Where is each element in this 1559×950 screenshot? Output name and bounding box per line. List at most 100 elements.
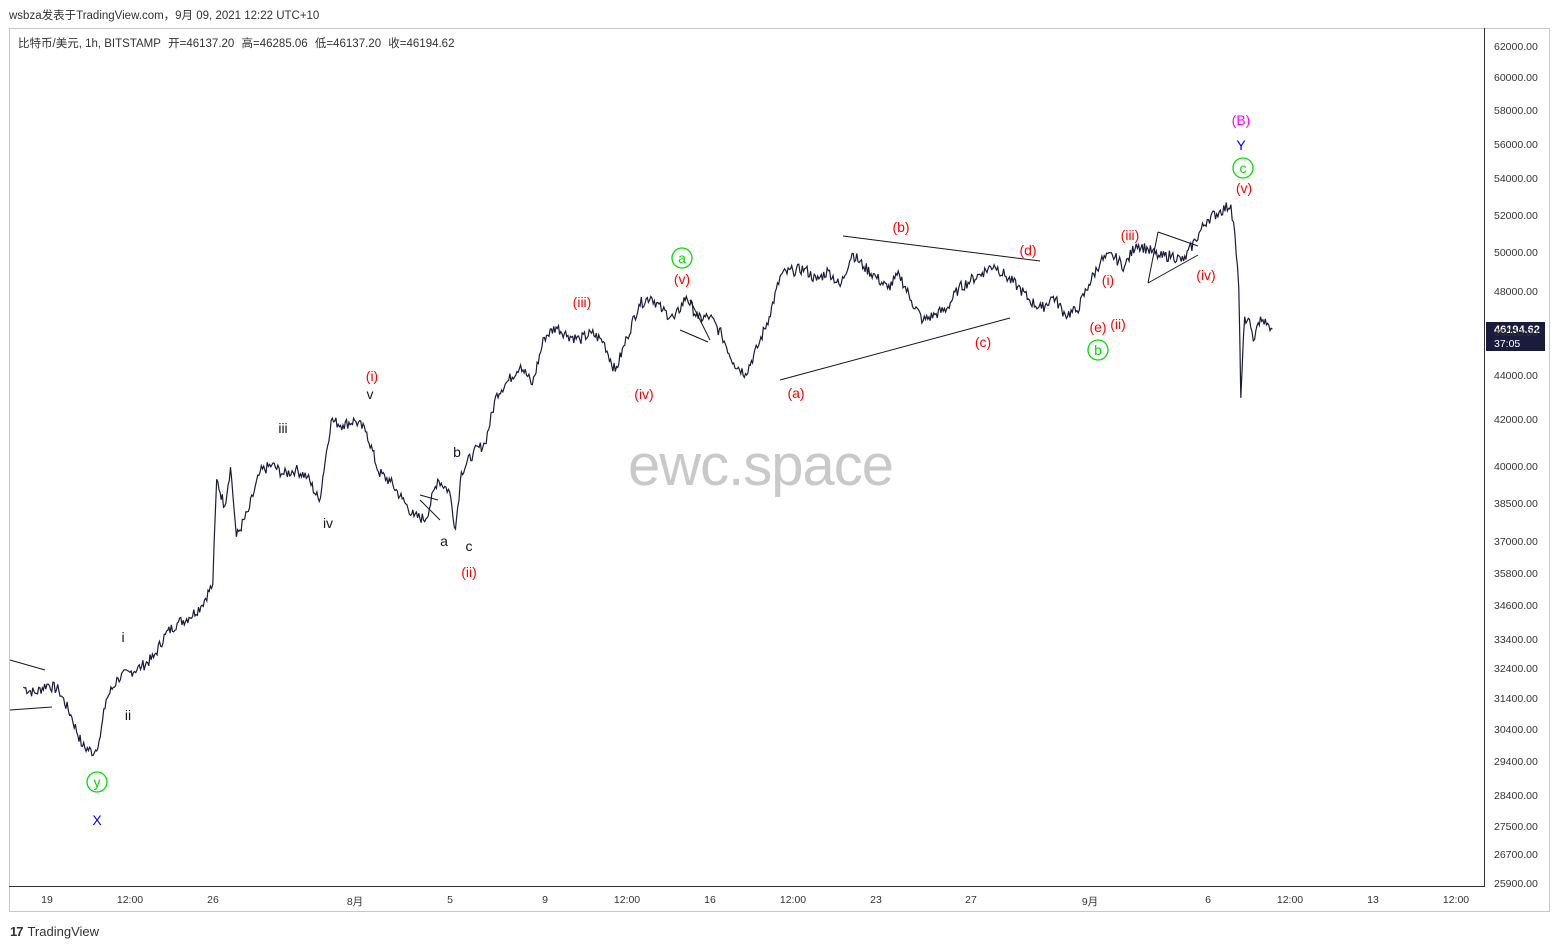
wave-label[interactable]: X [92, 812, 102, 828]
wave-label[interactable]: (ii) [461, 564, 477, 580]
wave-label[interactable]: y [94, 774, 101, 790]
wave-circle [86, 771, 108, 793]
chart-frame [9, 28, 1550, 912]
wave-label[interactable]: (B) [1232, 112, 1251, 128]
wave-circle [1232, 157, 1254, 179]
tradingview-icon: 17 [10, 924, 24, 939]
price-tick: 58000.00 [1494, 104, 1538, 117]
price-tick: 25900.00 [1494, 878, 1538, 890]
trend-line[interactable] [1147, 231, 1159, 284]
wave-label[interactable]: ii [125, 707, 131, 723]
time-tick: 12:00 [1276, 894, 1304, 906]
price-tick: 30400.00 [1494, 724, 1538, 737]
price-tick: 34600.00 [1494, 600, 1538, 613]
price-tick: 56000.00 [1494, 138, 1538, 151]
wave-label[interactable]: (d) [1019, 242, 1036, 258]
wave-label[interactable]: iv [323, 515, 333, 531]
trend-line[interactable] [9, 706, 53, 711]
price-tick: 32400.00 [1494, 663, 1538, 676]
wave-label[interactable]: (iv) [634, 386, 653, 402]
price-tick: 33400.00 [1494, 634, 1538, 647]
time-tick: 8月 [346, 896, 364, 908]
wave-label[interactable]: (iii) [573, 294, 592, 310]
wave-label[interactable]: b [1094, 342, 1102, 358]
time-tick: 26 [207, 894, 219, 906]
wave-label[interactable]: Y [1236, 137, 1246, 153]
ohlc-high: 高=46285.06 [241, 38, 308, 50]
price-tick: 29400.00 [1494, 756, 1538, 769]
price-tick: 50000.00 [1494, 247, 1538, 260]
wave-label[interactable]: (e) [1089, 319, 1106, 335]
watermark: ewc.space [628, 433, 894, 498]
trend-line[interactable] [1147, 254, 1199, 284]
trend-line[interactable] [419, 494, 439, 501]
ohlc-open: 开=46137.20 [168, 38, 235, 50]
symbol-legend: 比特币/美元, 1h, BITSTAMP 开=46137.20 高=46285.… [18, 35, 458, 51]
price-tick: 52000.00 [1494, 209, 1538, 222]
last-price-badge: 46194.62 37:05 [1486, 322, 1545, 351]
wave-label[interactable]: (iii) [1121, 227, 1140, 243]
wave-circle [1087, 339, 1109, 361]
time-tick: 5 [447, 894, 453, 906]
time-tick: 16 [704, 894, 716, 906]
price-tick: 38500.00 [1494, 497, 1538, 510]
wave-label[interactable]: v [367, 386, 374, 402]
publish-header: wsbza发表于TradingView.com，9月 09, 2021 12:2… [9, 10, 320, 22]
time-tick: 13 [1367, 894, 1379, 906]
trend-line[interactable] [679, 329, 709, 343]
price-tick: 40000.00 [1494, 461, 1538, 474]
wave-label[interactable]: c [466, 538, 473, 554]
tradingview-brand: TradingView [27, 924, 100, 939]
time-axis[interactable] [9, 886, 1485, 887]
time-tick: 6 [1205, 894, 1211, 906]
time-tick: 9月 [1081, 896, 1099, 908]
wave-label[interactable]: (v) [674, 271, 690, 287]
symbol-name[interactable]: 比特币/美元, 1h, BITSTAMP [18, 38, 161, 50]
wave-label[interactable]: c [1240, 160, 1247, 176]
time-tick: 19 [41, 894, 53, 906]
price-tick: 48000.00 [1494, 286, 1538, 299]
ohlc-close: 收=46194.62 [388, 38, 455, 50]
wave-label[interactable]: (a) [787, 385, 804, 401]
time-tick: 23 [870, 894, 882, 906]
wave-label[interactable]: a [440, 533, 448, 549]
trend-line[interactable] [842, 235, 1041, 262]
price-tick: 35800.00 [1494, 567, 1538, 580]
bar-countdown: 37:05 [1494, 338, 1521, 350]
wave-circle [671, 247, 693, 269]
tradingview-logo[interactable]: 17 TradingView [10, 924, 99, 939]
time-tick: 12:00 [613, 894, 641, 906]
time-tick: 12:00 [1442, 894, 1470, 906]
wave-label[interactable]: (iv) [1196, 267, 1215, 283]
trend-line[interactable] [1157, 231, 1199, 247]
wave-label[interactable]: (i) [366, 368, 378, 384]
price-line [22, 202, 1273, 757]
wave-label[interactable]: (b) [892, 219, 909, 235]
wave-label[interactable]: (ii) [1110, 316, 1126, 332]
price-tick: 31400.00 [1494, 693, 1538, 706]
price-tick: 28400.00 [1494, 789, 1538, 802]
ohlc-low: 低=46137.20 [314, 38, 382, 50]
price-axis[interactable] [1484, 28, 1550, 887]
wave-label[interactable]: a [678, 250, 686, 266]
trend-line[interactable] [419, 499, 441, 521]
time-tick: 9 [542, 894, 548, 906]
wave-label[interactable]: (v) [1236, 180, 1252, 196]
trend-line[interactable] [9, 659, 46, 671]
wave-label[interactable]: (i) [1102, 272, 1114, 288]
price-tick: 44000.00 [1494, 369, 1538, 382]
wave-label[interactable]: iii [278, 420, 287, 436]
wave-label[interactable]: i [121, 629, 124, 645]
price-tick: 42000.00 [1494, 414, 1538, 427]
wave-label[interactable]: (c) [975, 334, 991, 350]
price-tick: 62000.00 [1494, 41, 1538, 53]
wave-label[interactable]: b [453, 444, 461, 460]
time-tick: 27 [965, 894, 977, 906]
trend-line[interactable] [779, 317, 1011, 381]
trend-line[interactable] [689, 299, 711, 341]
price-tick: 46000.00 [1494, 327, 1538, 340]
price-tick: 60000.00 [1494, 72, 1538, 85]
last-price: 46194.62 [1494, 324, 1540, 336]
time-tick: 12:00 [116, 894, 144, 906]
